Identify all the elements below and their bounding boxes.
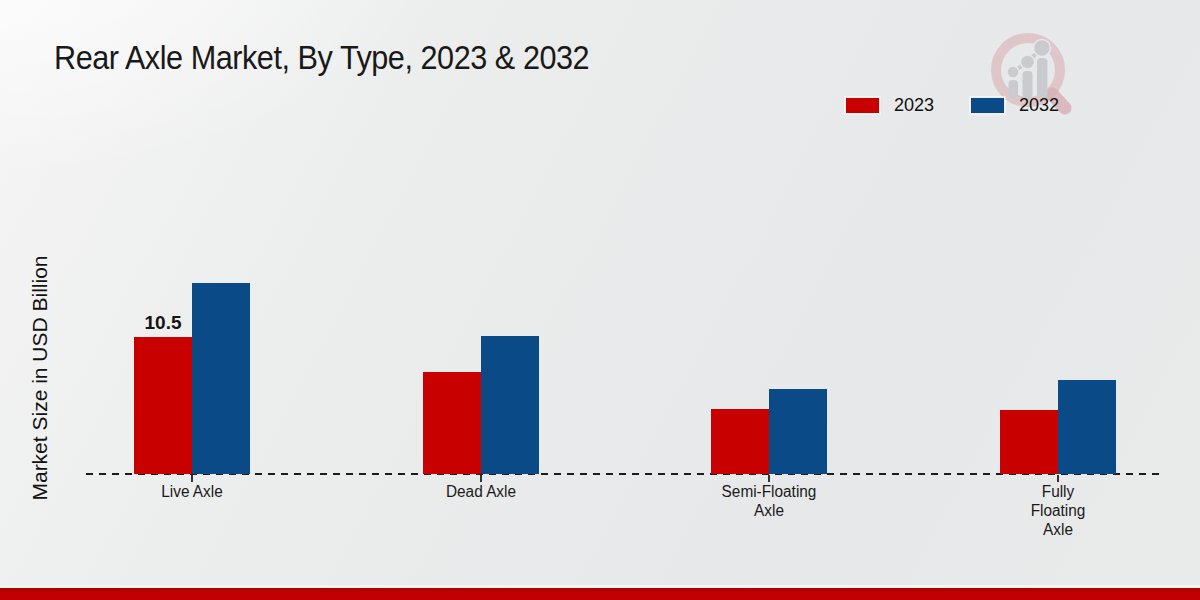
category-label-fully-floating-axle: Fully Floating Axle (1031, 483, 1086, 540)
bar-value-label: 10.5 (145, 312, 182, 334)
footer-red-bar (0, 588, 1200, 600)
chart-canvas: Rear Axle Market, By Type, 2023 & 2032 2… (0, 0, 1200, 600)
category-label-dead-axle: Dead Axle (446, 483, 516, 502)
bar-2023-live-axle (134, 337, 192, 474)
x-axis-tick (768, 475, 770, 482)
plot-area: 10.5 Live Axle Dead Axle Semi-Floating Axle… (0, 0, 1200, 600)
bar-2023-fully-floating-axle (1000, 410, 1058, 474)
x-axis-tick (191, 475, 193, 482)
category-label-semi-floating-axle: Semi-Floating Axle (722, 483, 817, 521)
category-label-live-axle: Live Axle (161, 483, 222, 502)
x-axis-tick (480, 475, 482, 482)
bar-2032-dead-axle (481, 336, 539, 474)
bar-2032-fully-floating-axle (1058, 380, 1116, 474)
bar-2023-dead-axle (423, 372, 481, 474)
x-axis-tick (1057, 475, 1059, 482)
bar-2032-semi-floating-axle (769, 389, 827, 474)
bar-2023-semi-floating-axle (711, 409, 769, 474)
bar-2032-live-axle (192, 283, 250, 474)
